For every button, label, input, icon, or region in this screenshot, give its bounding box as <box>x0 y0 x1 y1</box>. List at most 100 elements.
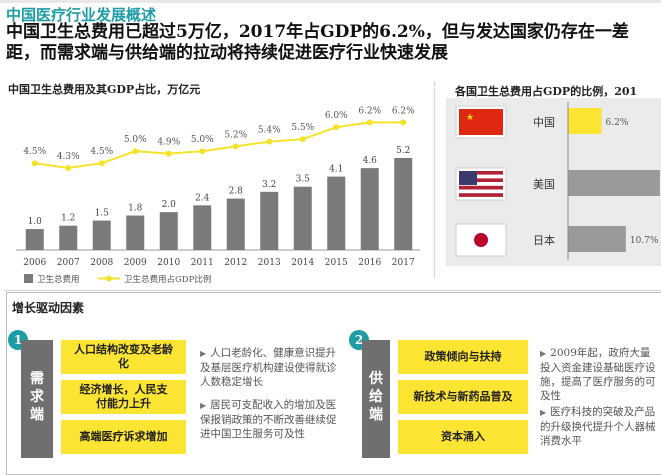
gdp-ratio-point <box>232 143 239 150</box>
bar-2017 <box>394 157 413 250</box>
x-tick-label: 2016 <box>358 258 381 268</box>
panel-divider <box>434 82 436 277</box>
legend-line-label: 卫生总费用占GDP比例 <box>124 274 211 285</box>
bar-value-label: 3.5 <box>296 175 311 185</box>
supply-desc-2-text: 医疗科技的突破及产品的升级换代提升个人器械消费水平 <box>540 406 656 447</box>
gdp-ratio-label: 4.9% <box>157 138 180 148</box>
bar-value-label: 1.2 <box>61 214 75 224</box>
gdp-ratio-point <box>165 150 172 157</box>
gdp-ratio-label: 6.0% <box>325 111 348 121</box>
gdp-ratio-point <box>366 119 373 126</box>
supply-desc-1-text: 2009年起，政府大量投入资金建设基础医疗设施，提高了医疗服务的可及性 <box>540 347 656 402</box>
x-tick-label: 2012 <box>224 258 247 268</box>
top-rule <box>0 0 661 3</box>
country-label: 中国 <box>533 116 555 129</box>
bar-value-label: 3.2 <box>262 180 276 190</box>
gdp-ratio-label: 5.2% <box>224 130 247 140</box>
gdp-ratio-point <box>65 165 72 171</box>
demand-desc-2: ▶ 居民可支配收入的增加及医保报销政策的不断改善继续促进中国卫生服务可及性 <box>200 398 338 441</box>
bar-2008 <box>92 220 111 250</box>
gdp-ratio-point <box>132 148 139 155</box>
demand-label-text: 需求端 <box>30 371 44 423</box>
bar-2010 <box>159 212 178 250</box>
bar-2013 <box>260 191 279 250</box>
supply-desc-1: ▶ 2009年起，政府大量投入资金建设基础医疗设施，提高了医疗服务的可及性 <box>540 346 658 403</box>
supply-label-text: 供给端 <box>369 371 383 423</box>
gdp-ratio-label: 5.0% <box>124 135 147 145</box>
demand-factor-2: 经济增长，人民支付能力上升 <box>61 380 186 414</box>
x-tick-label: 2008 <box>90 258 113 268</box>
section-title: 中国医疗行业发展概述 <box>6 6 157 24</box>
demand-factor-3: 高端医疗诉求增加 <box>61 420 186 454</box>
bar-2011 <box>193 205 212 250</box>
supply-factor-3: 资本涌入 <box>398 420 528 454</box>
china-flag <box>459 109 503 135</box>
bar-2007 <box>59 225 78 250</box>
supply-factor-3-text: 资本涌入 <box>441 430 485 443</box>
demand-desc-2-text: 居民可支配收入的增加及医保报销政策的不断改善继续促进中国卫生服务可及性 <box>200 399 337 440</box>
usa-flag <box>459 171 503 197</box>
legend-line-marker <box>106 275 112 282</box>
bar-value-label: 5.2 <box>396 146 410 156</box>
x-tick-label: 2015 <box>325 258 348 268</box>
star-icon: ★ <box>466 113 474 123</box>
country-bar-china <box>568 108 602 134</box>
x-tick-label: 2009 <box>124 258 147 268</box>
bar-value-label: 1.5 <box>95 209 110 219</box>
bar-2015 <box>327 176 346 250</box>
bar-2012 <box>226 198 245 250</box>
demand-factor-3-text: 高端医疗诉求增加 <box>79 430 168 443</box>
bar-2009 <box>126 215 145 250</box>
demand-desc-1: ▶ 人口老龄化、健康意识提升及基层医疗机构建设使得就诊人数稳定增长 <box>200 346 338 389</box>
country-value-label: 6.2% <box>606 118 629 128</box>
country-label: 日本 <box>533 233 555 247</box>
japan-sun-disc <box>474 233 488 247</box>
legend-bar-swatch <box>24 274 33 283</box>
x-tick-label: 2006 <box>23 258 46 268</box>
demand-factor-2-text: 经济增长，人民支付能力上升 <box>79 383 168 410</box>
bar-value-label: 2.8 <box>229 187 244 197</box>
demand-factor-1: 人口结构改变及老龄化 <box>61 340 186 374</box>
chart-title: 中国卫生总费用及其GDP占比，万亿元 <box>8 83 201 96</box>
bar-value-label: 4.1 <box>329 165 343 175</box>
legend-bar-label: 卫生总费用 <box>37 274 80 285</box>
bullet-triangle-icon: ▶ <box>200 349 207 358</box>
health-expenditure-chart: 1.0 2006 1.2 2007 1.5 2008 1.8 2009 2.0 2010 2.4 20… <box>16 106 420 285</box>
country-value-label: 10.7% <box>630 236 659 246</box>
gdp-ratio-point <box>266 138 273 145</box>
bar-value-label: 1.8 <box>128 204 143 214</box>
section-separator <box>4 290 661 291</box>
gdp-ratio-label: 5.4% <box>258 126 281 136</box>
comparison-title: 各国卫生总费用占GDP的比例，201 <box>455 85 638 98</box>
supply-factor-1: 政策倾向与扶持 <box>398 340 528 374</box>
headline: 中国卫生总费用已超过5万亿，2017年占GDP的6.2%，但与发达国家仍存在一差… <box>6 22 629 63</box>
x-tick-label: 2007 <box>57 258 80 268</box>
gdp-ratio-point <box>400 119 407 126</box>
bar-2014 <box>293 186 312 250</box>
supply-factor-2: 新技术与新药品普及 <box>398 380 528 414</box>
x-tick-label: 2013 <box>258 258 281 268</box>
supply-factor-2-text: 新技术与新药品普及 <box>413 390 513 403</box>
gdp-ratio-point <box>98 160 105 167</box>
supply-factor-1-text: 政策倾向与扶持 <box>424 350 502 363</box>
drivers-title: 增长驱动因素 <box>12 301 85 315</box>
bar-value-label: 2.0 <box>162 200 177 210</box>
gdp-ratio-label: 6.2% <box>392 106 415 116</box>
supply-desc-2: ▶ 医疗科技的突破及产品的升级换代提升个人器械消费水平 <box>540 405 658 448</box>
x-tick-label: 2014 <box>291 258 314 268</box>
x-tick-label: 2017 <box>392 258 415 268</box>
supply-label: 供给端 <box>362 340 390 458</box>
demand-desc-1-text: 人口老龄化、健康意识提升及基层医疗机构建设使得就诊人数稳定增长 <box>200 347 337 388</box>
bar-value-label: 4.6 <box>363 156 378 166</box>
bullet-triangle-icon: ▶ <box>540 349 547 358</box>
bullet-triangle-icon: ▶ <box>540 408 547 417</box>
gdp-ratio-point <box>299 136 306 143</box>
country-bar-usa <box>568 170 660 196</box>
bar-2006 <box>25 229 44 250</box>
gdp-ratio-point <box>31 160 38 167</box>
gdp-ratio-point <box>333 124 340 131</box>
bullet-triangle-icon: ▶ <box>200 401 207 410</box>
comparison-panel: ★ 中国 6.2% 美国 日本 10.7% <box>446 98 661 266</box>
bar-value-label: 2.4 <box>195 193 210 203</box>
